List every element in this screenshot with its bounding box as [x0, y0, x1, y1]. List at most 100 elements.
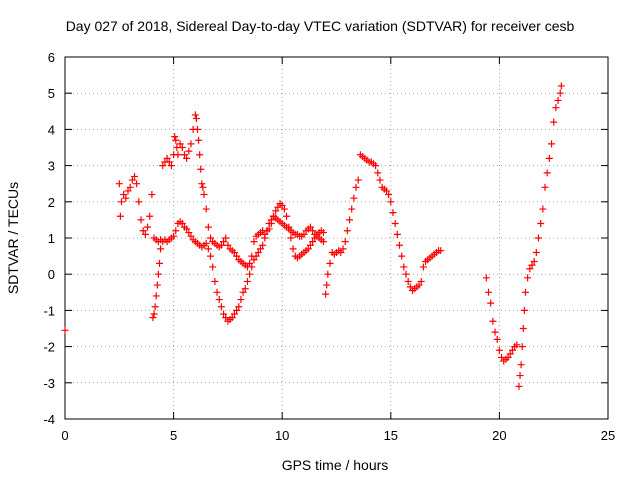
- data-point: [149, 314, 157, 322]
- data-point: [393, 230, 401, 238]
- data-point: [198, 180, 206, 188]
- data-point: [404, 277, 412, 285]
- data-point: [289, 245, 297, 253]
- data-point: [285, 223, 293, 231]
- data-point: [183, 225, 191, 233]
- plot-frame: [64, 56, 609, 420]
- data-point: [539, 205, 547, 213]
- data-point: [152, 292, 160, 300]
- data-point: [520, 306, 528, 314]
- data-point: [141, 230, 149, 238]
- data-point: [116, 212, 124, 220]
- data-point: [250, 256, 258, 264]
- data-point: [172, 227, 180, 235]
- data-point: [180, 151, 188, 159]
- data-point: [139, 227, 147, 235]
- data-point: [178, 144, 186, 151]
- data-point: [326, 259, 334, 267]
- data-point: [207, 252, 215, 260]
- data-point: [518, 343, 526, 351]
- data-point: [172, 136, 180, 144]
- data-point: [61, 326, 69, 334]
- data-point: [178, 220, 186, 228]
- data-point: [352, 183, 360, 191]
- data-point: [506, 350, 514, 358]
- data-point: [243, 263, 251, 271]
- data-point: [415, 281, 423, 289]
- data-point: [217, 241, 225, 249]
- data-point: [248, 252, 256, 260]
- data-point: [224, 241, 232, 249]
- data-point: [259, 241, 267, 249]
- data-point: [508, 346, 516, 354]
- data-point: [300, 230, 308, 238]
- data-point: [493, 335, 501, 343]
- data-point: [517, 361, 525, 369]
- data-point: [167, 162, 175, 170]
- data-point: [128, 176, 136, 184]
- data-point: [193, 125, 201, 133]
- data-point: [115, 180, 123, 188]
- data-point: [530, 258, 538, 266]
- data-point: [319, 229, 327, 237]
- data-point: [339, 245, 347, 253]
- data-point: [144, 223, 152, 231]
- data-point: [250, 238, 258, 246]
- data-point: [254, 248, 262, 256]
- data-point: [406, 283, 414, 291]
- x-tick-label: 15: [384, 428, 398, 443]
- data-point: [199, 183, 207, 191]
- data-point: [482, 274, 490, 282]
- data-point: [185, 229, 193, 237]
- y-axis-title: SDTVAR / TECUs: [5, 182, 21, 294]
- data-point: [204, 223, 212, 231]
- data-point: [157, 245, 165, 253]
- data-point: [243, 277, 251, 285]
- data-point: [153, 281, 161, 289]
- data-point: [133, 180, 141, 188]
- data-point: [389, 209, 397, 217]
- data-point: [211, 277, 219, 285]
- data-point: [311, 234, 319, 242]
- data-point: [200, 191, 208, 199]
- data-point: [233, 306, 241, 314]
- grid-lines: [65, 57, 608, 419]
- data-point: [306, 241, 314, 249]
- data-point: [154, 270, 162, 278]
- data-point: [519, 325, 527, 332]
- data-point: [343, 227, 351, 235]
- data-point: [524, 274, 532, 282]
- data-point: [515, 382, 523, 390]
- tick-labels: 0 5 10 15 20 25 -4 -3 -2 -1 0 1 2 3 4 5 6: [43, 50, 615, 443]
- data-point: [309, 227, 317, 235]
- data-point: [270, 212, 278, 220]
- data-point: [376, 176, 384, 184]
- data-point: [304, 245, 312, 253]
- data-point: [155, 259, 163, 267]
- data-point: [202, 239, 210, 247]
- data-point: [165, 158, 173, 166]
- data-point: [437, 247, 445, 255]
- data-point: [528, 261, 536, 269]
- y-tick-label: 4: [48, 122, 55, 137]
- data-point: [137, 216, 145, 224]
- data-point: [387, 198, 395, 206]
- data-point: [135, 198, 143, 206]
- data-point: [192, 115, 200, 123]
- data-point: [280, 205, 288, 213]
- data-point: [209, 263, 217, 271]
- data-point: [372, 162, 380, 170]
- data-point: [324, 270, 332, 278]
- data-point: [306, 223, 314, 231]
- y-tick-label: 1: [48, 231, 55, 246]
- data-point: [146, 212, 154, 220]
- data-point: [204, 245, 212, 253]
- data-point: [246, 259, 254, 267]
- data-point: [554, 96, 562, 104]
- data-point: [532, 248, 540, 256]
- data-point: [220, 310, 228, 318]
- data-point: [400, 263, 408, 271]
- data-point: [374, 169, 382, 177]
- data-point: [267, 220, 275, 228]
